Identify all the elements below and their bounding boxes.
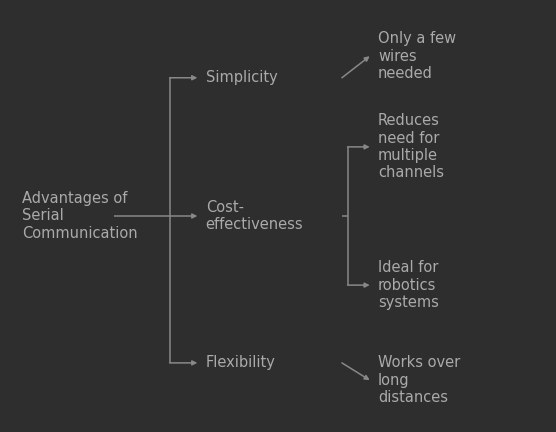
Text: Works over
long
distances: Works over long distances	[378, 355, 460, 405]
Text: Advantages of
Serial
Communication: Advantages of Serial Communication	[22, 191, 138, 241]
Text: Only a few
wires
needed: Only a few wires needed	[378, 31, 456, 81]
Text: Flexibility: Flexibility	[206, 356, 276, 370]
Text: Simplicity: Simplicity	[206, 70, 277, 85]
Text: Reduces
need for
multiple
channels: Reduces need for multiple channels	[378, 113, 444, 181]
Text: Cost-
effectiveness: Cost- effectiveness	[206, 200, 304, 232]
Text: Ideal for
robotics
systems: Ideal for robotics systems	[378, 260, 439, 310]
